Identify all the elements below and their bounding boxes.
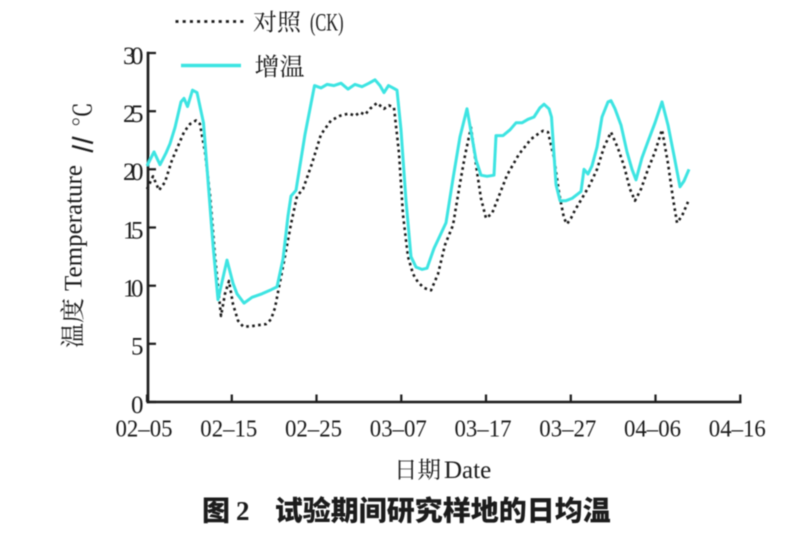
svg-text:02–25: 02–25 <box>285 417 342 443</box>
svg-text:15: 15 <box>123 217 144 244</box>
svg-text:2: 2 <box>236 496 250 526</box>
svg-text:02–15: 02–15 <box>200 417 257 443</box>
svg-text:25: 25 <box>123 101 144 128</box>
svg-text:30: 30 <box>123 43 144 70</box>
svg-text:04–06: 04–06 <box>624 417 681 443</box>
svg-text:Temperature: Temperature <box>61 165 88 291</box>
svg-text:03–17: 03–17 <box>455 417 512 443</box>
svg-text:04–16: 04–16 <box>709 417 766 443</box>
svg-text:10: 10 <box>123 276 144 303</box>
svg-text:5: 5 <box>131 334 144 361</box>
svg-text:02–05: 02–05 <box>116 417 173 443</box>
svg-text:20: 20 <box>123 159 144 186</box>
svg-text:0: 0 <box>131 392 144 419</box>
svg-text:03–27: 03–27 <box>539 417 596 443</box>
svg-text:03–07: 03–07 <box>370 417 427 443</box>
svg-text:(CK): (CK) <box>310 10 344 37</box>
svg-text:Date: Date <box>444 457 491 484</box>
